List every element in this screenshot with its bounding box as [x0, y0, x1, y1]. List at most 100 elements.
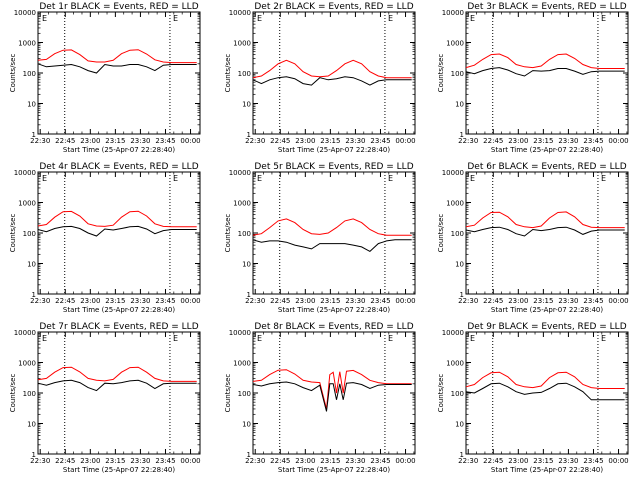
x-tick-label: 22:30: [458, 137, 478, 145]
x-tick-label: 00:00: [180, 137, 200, 145]
corner-marker-left: E: [470, 174, 475, 183]
corner-marker-left: E: [470, 334, 475, 343]
plot-frame: [37, 171, 201, 295]
plot-frame: [465, 171, 629, 295]
x-tick-label: 22:45: [55, 137, 75, 145]
y-axis-label: Counts/sec: [437, 374, 445, 413]
x-tick-label: 23:45: [583, 137, 603, 145]
chart-title: Det 9r BLACK = Events, RED = LLD: [467, 322, 626, 332]
chart-panel-8: Det 8r BLACK = Events, RED = LLD 1 10 100 10…: [224, 322, 416, 474]
x-tick-label: 22:30: [30, 457, 50, 465]
x-tick-label: 22:45: [483, 137, 503, 145]
series-red-lld-line: [465, 211, 625, 229]
y-axis-label: Counts/sec: [437, 214, 445, 253]
chart-panel-7: Det 7r BLACK = Events, RED = LLD 1 10 100 10…: [9, 322, 201, 474]
x-tick-label: 23:00: [508, 297, 528, 305]
x-tick-label: 23:15: [105, 457, 125, 465]
x-tick-label: 23:45: [155, 297, 175, 305]
chart-title: Det 7r BLACK = Events, RED = LLD: [39, 322, 198, 332]
x-tick-label: 22:45: [55, 297, 75, 305]
series-red-lld-line: [465, 371, 625, 389]
y-tick-label: 10000: [229, 9, 251, 17]
x-tick-label: 22:45: [270, 457, 290, 465]
chart-title: Det 6r BLACK = Events, RED = LLD: [467, 162, 626, 172]
x-tick-label: 23:00: [508, 457, 528, 465]
y-axis-label: Counts/sec: [9, 374, 17, 413]
x-tick-label: 23:45: [370, 457, 390, 465]
x-tick-label: 23:15: [533, 137, 553, 145]
corner-marker-right: E: [601, 14, 606, 23]
x-tick-label: 22:30: [458, 297, 478, 305]
y-axis-label: Counts/sec: [9, 54, 17, 93]
series-black-events-line: [465, 226, 625, 237]
plot-frame: [465, 331, 629, 455]
corner-marker-right: E: [388, 334, 393, 343]
series-red-lld-line: [252, 369, 412, 410]
x-axis-label: Start Time (25-Apr-07 22:28:40): [63, 146, 175, 154]
x-tick-label: 23:00: [80, 137, 100, 145]
plot-frame: [37, 11, 201, 135]
series-red-lld-line: [37, 210, 197, 228]
x-tick-label: 23:30: [558, 297, 578, 305]
y-tick-label: 1: [460, 291, 464, 299]
x-tick-label: 23:30: [345, 137, 365, 145]
corner-marker-right: E: [388, 174, 393, 183]
corner-marker-left: E: [42, 174, 47, 183]
chart-title: Det 8r BLACK = Events, RED = LLD: [254, 322, 413, 332]
chart-panel-6: Det 6r BLACK = Events, RED = LLD 1 10 100 10…: [437, 162, 629, 314]
x-tick-label: 23:15: [105, 137, 125, 145]
y-tick-label: 1: [247, 291, 251, 299]
x-tick-label: 23:15: [105, 297, 125, 305]
y-tick-label: 10000: [229, 329, 251, 337]
chart-panel-9: Det 9r BLACK = Events, RED = LLD 1 10 100 10…: [437, 322, 629, 474]
y-tick-label: 1: [460, 451, 464, 459]
y-tick-label: 1: [32, 131, 36, 139]
y-tick-label: 100: [451, 70, 464, 78]
chart-panel-4: Det 4r BLACK = Events, RED = LLD 1 10 100 10…: [9, 162, 201, 314]
x-tick-label: 23:30: [130, 137, 150, 145]
chart-title: Det 3r BLACK = Events, RED = LLD: [467, 2, 626, 12]
y-tick-label: 10: [27, 421, 36, 429]
corner-marker-left: E: [257, 334, 262, 343]
x-tick-label: 00:00: [395, 297, 415, 305]
series-black-events-line: [37, 225, 197, 237]
x-tick-label: 23:00: [295, 457, 315, 465]
y-tick-label: 10: [455, 421, 464, 429]
y-tick-label: 10000: [14, 169, 36, 177]
corner-marker-left: E: [257, 174, 262, 183]
x-tick-label: 23:00: [80, 457, 100, 465]
chart-title: Det 1r BLACK = Events, RED = LLD: [39, 2, 198, 12]
x-tick-label: 23:15: [533, 297, 553, 305]
chart-panel-3: Det 3r BLACK = Events, RED = LLD 1 10 100 10…: [437, 2, 629, 154]
chart-panel-5: Det 5r BLACK = Events, RED = LLD 1 10 100 10…: [224, 162, 416, 314]
chart-title: Det 5r BLACK = Events, RED = LLD: [254, 162, 413, 172]
x-axis-label: Start Time (25-Apr-07 22:28:40): [491, 306, 603, 314]
x-axis-label: Start Time (25-Apr-07 22:28:40): [278, 146, 390, 154]
x-tick-label: 22:30: [245, 457, 265, 465]
y-tick-label: 1: [247, 451, 251, 459]
corner-marker-right: E: [601, 334, 606, 343]
x-tick-label: 23:00: [80, 297, 100, 305]
x-tick-label: 23:30: [345, 457, 365, 465]
y-tick-label: 10000: [229, 169, 251, 177]
x-tick-label: 00:00: [180, 297, 200, 305]
y-tick-label: 1: [460, 131, 464, 139]
y-tick-label: 10000: [14, 9, 36, 17]
y-tick-label: 10: [242, 101, 251, 109]
series-red-lld-line: [252, 59, 412, 79]
series-black-events-line: [252, 381, 412, 412]
x-tick-label: 00:00: [608, 457, 628, 465]
chart-title: Det 4r BLACK = Events, RED = LLD: [39, 162, 198, 172]
x-tick-label: 22:30: [30, 137, 50, 145]
y-tick-label: 10: [455, 261, 464, 269]
x-axis-label: Start Time (25-Apr-07 22:28:40): [63, 306, 175, 314]
x-axis-label: Start Time (25-Apr-07 22:28:40): [278, 466, 390, 474]
y-tick-label: 1000: [18, 360, 36, 368]
series-red-lld-line: [465, 53, 625, 69]
x-axis-label: Start Time (25-Apr-07 22:28:40): [63, 466, 175, 474]
x-tick-label: 22:45: [55, 457, 75, 465]
x-tick-label: 23:30: [558, 457, 578, 465]
x-tick-label: 23:45: [583, 457, 603, 465]
y-tick-label: 1: [32, 451, 36, 459]
